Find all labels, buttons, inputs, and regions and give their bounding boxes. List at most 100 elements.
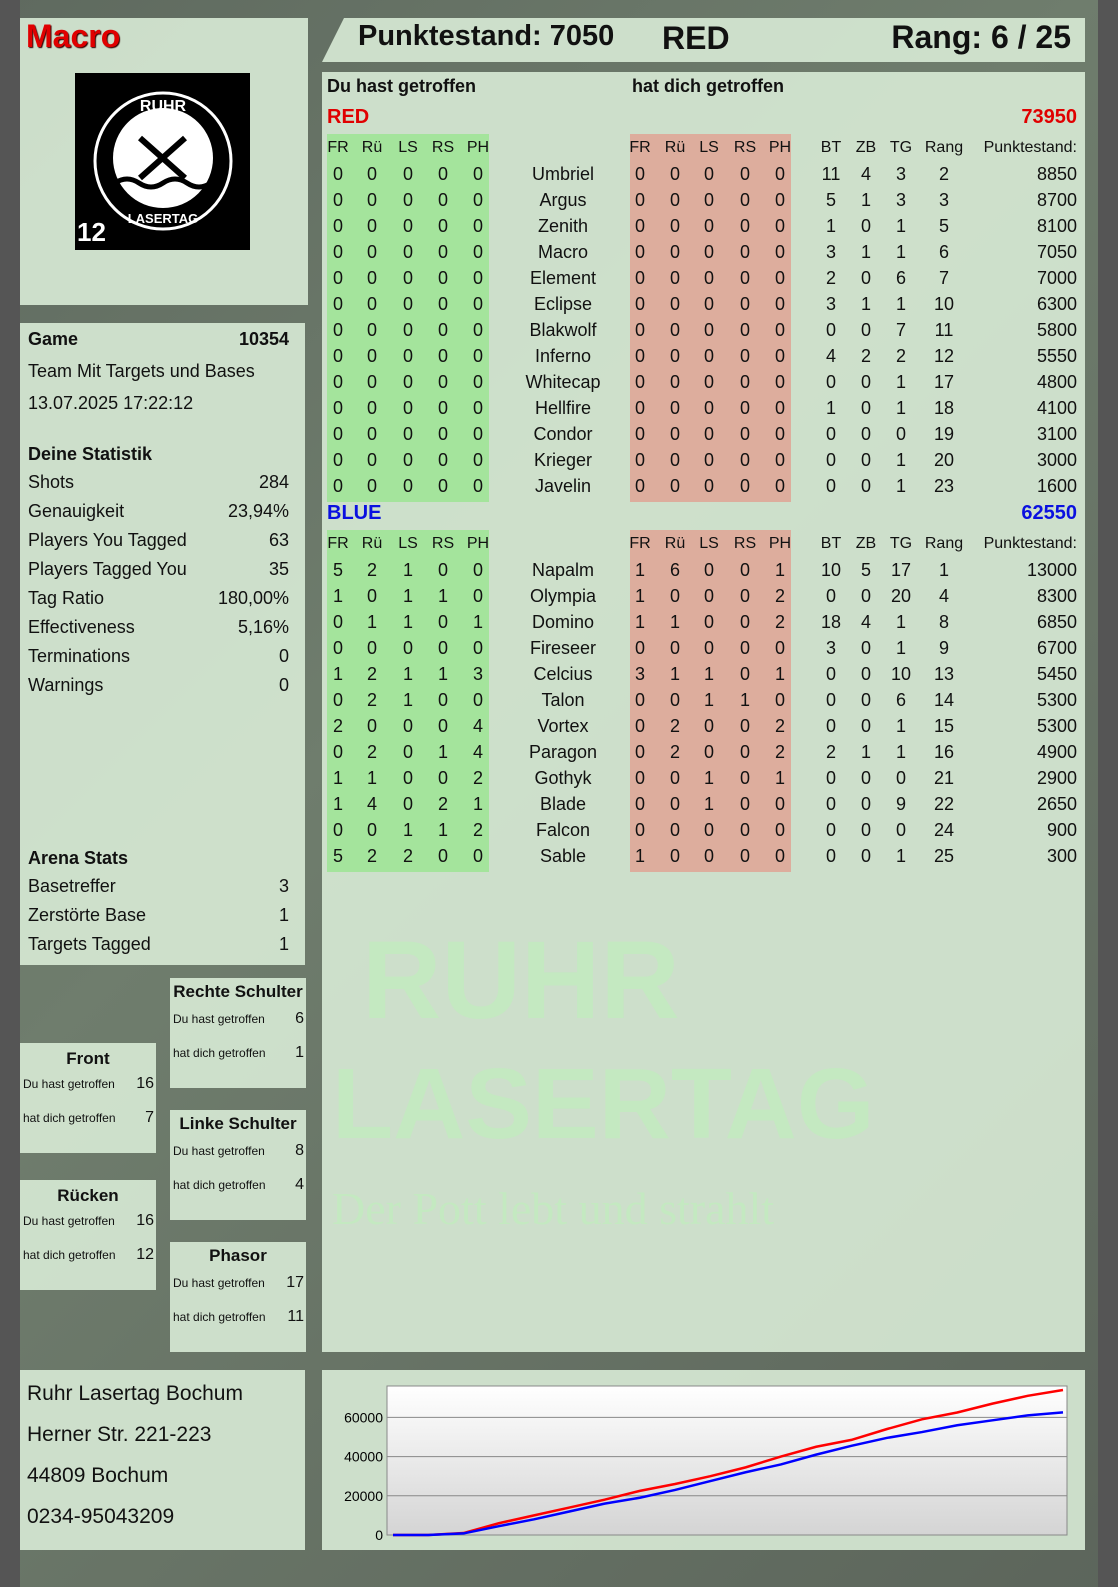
player-name-cell: Zenith bbox=[537, 216, 589, 236]
stat-cell: 2650 bbox=[1036, 794, 1077, 814]
stat-cell: 0 bbox=[703, 216, 715, 236]
y-tick-label: 40000 bbox=[344, 1449, 383, 1465]
stat-cell: 0 bbox=[366, 398, 378, 418]
zone-you-hit-label: Du hast getroffen bbox=[23, 1214, 115, 1228]
stat-cell: 0 bbox=[366, 476, 378, 496]
stat-cell: 6850 bbox=[1036, 612, 1077, 632]
arena-label: Zerstörte Base bbox=[28, 905, 147, 925]
game-mode: Team Mit Targets und Bases bbox=[28, 361, 255, 381]
stat-cell: 0 bbox=[634, 820, 646, 840]
stat-cell: 0 bbox=[703, 398, 715, 418]
game-label: Game bbox=[28, 329, 79, 349]
player-name-cell: Krieger bbox=[533, 450, 593, 470]
stat-cell: 0 bbox=[669, 820, 681, 840]
stat-label: Players Tagged You bbox=[28, 559, 187, 579]
stat-cell: 1 bbox=[332, 768, 344, 788]
stat-cell: 1 bbox=[860, 190, 872, 210]
right-border bbox=[1098, 0, 1118, 1587]
stat-cell: 18 bbox=[820, 612, 842, 632]
stat-cell: 23 bbox=[933, 476, 955, 496]
stat-cell: 0 bbox=[366, 242, 378, 262]
arena-value: 1 bbox=[278, 934, 289, 954]
stat-label: Tag Ratio bbox=[28, 588, 105, 608]
column-header: Rang bbox=[924, 139, 964, 156]
stat-cell: 0 bbox=[472, 268, 484, 288]
stat-cell: 0 bbox=[703, 320, 715, 340]
stat-cell: 6 bbox=[895, 690, 907, 710]
stat-cell: 11 bbox=[821, 164, 841, 184]
stat-cell: 0 bbox=[774, 242, 786, 262]
stat-cell: 0 bbox=[332, 346, 344, 366]
stat-cell: 0 bbox=[703, 638, 715, 658]
column-header: Punktestand: bbox=[983, 139, 1077, 156]
stat-cell: 0 bbox=[703, 372, 715, 392]
stat-cell: 0 bbox=[825, 320, 837, 340]
stat-row: Players Tagged You 35 bbox=[28, 559, 289, 580]
svg-text:LASERTAG: LASERTAG bbox=[128, 211, 199, 226]
stat-cell: 4 bbox=[825, 346, 837, 366]
player-name-cell: Gothyk bbox=[534, 768, 592, 788]
column-header: LS bbox=[699, 535, 719, 552]
stat-cell: 4800 bbox=[1036, 372, 1077, 392]
stat-cell: 3 bbox=[825, 242, 837, 262]
arena-value: 1 bbox=[278, 905, 289, 925]
stat-cell: 1 bbox=[895, 476, 907, 496]
stat-cell: 0 bbox=[472, 372, 484, 392]
stat-cell: 0 bbox=[472, 164, 484, 184]
stat-cell: 0 bbox=[860, 664, 872, 684]
stat-cell: 1 bbox=[774, 560, 786, 580]
stat-cell: 4 bbox=[860, 164, 872, 184]
stat-cell: 0 bbox=[860, 768, 872, 788]
stat-cell: 0 bbox=[669, 768, 681, 788]
column-header: Punktestand: bbox=[983, 535, 1077, 552]
stat-cell: 1 bbox=[634, 560, 646, 580]
stat-cell: 3 bbox=[895, 164, 907, 184]
column-header: RS bbox=[733, 139, 757, 156]
stat-cell: 1 bbox=[895, 398, 907, 418]
stat-cell: 1 bbox=[703, 794, 715, 814]
team-label: RED bbox=[662, 20, 730, 56]
stat-cell: 0 bbox=[402, 768, 414, 788]
stat-cell: 0 bbox=[825, 768, 837, 788]
player-name-cell: Talon bbox=[541, 690, 585, 710]
player-name-cell: Falcon bbox=[535, 820, 591, 840]
column-header: LS bbox=[398, 139, 418, 156]
stat-cell: 0 bbox=[669, 690, 681, 710]
zone-you-hit-label: Du hast getroffen bbox=[173, 1276, 265, 1290]
stat-value: 180,00% bbox=[217, 588, 289, 608]
stat-cell: 1 bbox=[402, 690, 414, 710]
arena-label: Targets Tagged bbox=[28, 934, 151, 954]
column-header: FR bbox=[327, 535, 349, 552]
address-line: 0234-95043209 bbox=[27, 1505, 175, 1528]
stat-cell: 1 bbox=[437, 742, 449, 762]
stat-cell: 0 bbox=[739, 820, 751, 840]
stat-cell: 0 bbox=[332, 320, 344, 340]
stat-cell: 0 bbox=[860, 450, 872, 470]
hit-zone-box: Rechte Schulter Du hast getroffen 6 hat dic… bbox=[170, 978, 306, 1088]
zone-you-hit-value: 16 bbox=[136, 1075, 154, 1092]
stat-cell: 0 bbox=[774, 476, 786, 496]
stat-label: Genauigkeit bbox=[28, 501, 125, 521]
column-header: PH bbox=[768, 139, 792, 156]
svg-text:12: 12 bbox=[77, 217, 106, 247]
stat-cell: 0 bbox=[825, 820, 837, 840]
stat-cell: 1 bbox=[634, 846, 646, 866]
stat-cell: 0 bbox=[669, 450, 681, 470]
stat-cell: 19 bbox=[933, 424, 955, 444]
stat-cell: 0 bbox=[703, 164, 715, 184]
stat-cell: 0 bbox=[366, 294, 378, 314]
stat-cell: 0 bbox=[774, 424, 786, 444]
stat-cell: 0 bbox=[774, 846, 786, 866]
stat-cell: 1 bbox=[669, 664, 681, 684]
stat-row: Terminations 0 bbox=[28, 646, 289, 667]
stat-cell: 10 bbox=[933, 294, 955, 314]
stat-cell: 0 bbox=[825, 716, 837, 736]
stat-cell: 4 bbox=[938, 586, 950, 606]
stat-cell: 1 bbox=[402, 612, 414, 632]
stat-cell: 1 bbox=[895, 846, 907, 866]
zone-hit-you-value: 4 bbox=[295, 1176, 304, 1193]
stat-cell: 2 bbox=[366, 664, 378, 684]
zone-you-hit-value: 6 bbox=[295, 1010, 304, 1027]
stat-cell: 2 bbox=[774, 742, 786, 762]
stat-cell: 17 bbox=[890, 560, 912, 580]
